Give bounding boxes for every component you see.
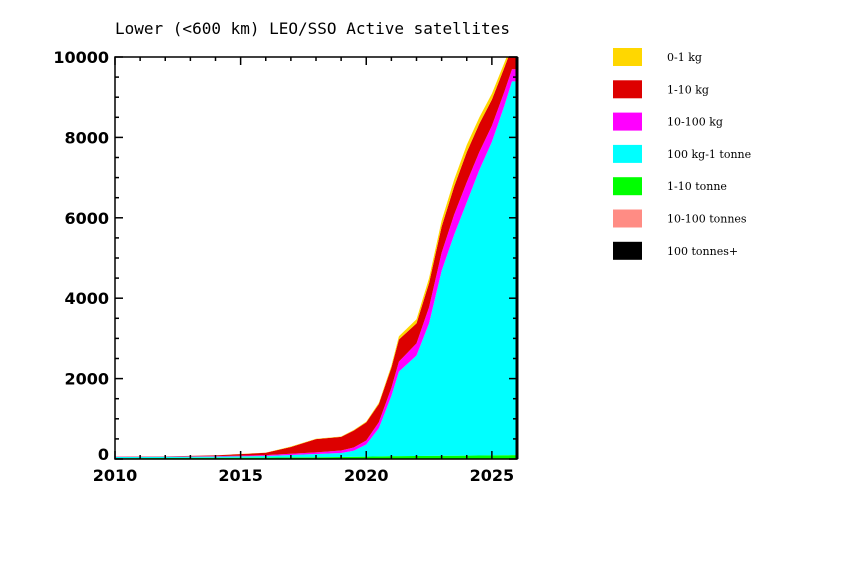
legend-swatch: [613, 48, 642, 66]
legend-swatch: [613, 112, 642, 131]
legend-swatch: [613, 241, 642, 260]
legend-label: 100 tonnes+: [667, 245, 738, 258]
area-100-kg-1-tonne: [115, 81, 517, 459]
y-tick-label: 8000: [64, 128, 109, 147]
legend-label: 1-10 kg: [667, 83, 709, 96]
legend-swatch: [613, 209, 642, 228]
legend: 0-1 kg 1-10 kg 10-100 kg 100 kg-1 tonne 1-10…: [613, 48, 751, 260]
legend-label: 100 kg-1 tonne: [667, 148, 751, 161]
legend-swatch: [613, 144, 642, 163]
x-tick-label: 2015: [218, 466, 263, 485]
y-tick-label: 0: [98, 445, 109, 464]
x-tick-label: 2025: [470, 466, 515, 485]
legend-label: 0-1 kg: [667, 51, 702, 64]
chart-title: Lower (<600 km) LEO/SSO Active satellite…: [115, 19, 510, 38]
y-tick-label: 10000: [53, 48, 109, 67]
plot-area: [115, 57, 517, 459]
axes: 2010 2015 2020 2025 0 2000 4000 6000 8000 10000: [53, 48, 519, 485]
legend-swatch: [613, 177, 642, 196]
x-tick-label: 2010: [93, 466, 138, 485]
y-tick-label: 4000: [64, 289, 109, 308]
x-tick-label: 2020: [344, 466, 389, 485]
y-tick-label: 6000: [64, 209, 109, 228]
legend-swatch: [613, 80, 642, 99]
area-1-10-kg: [115, 57, 517, 457]
legend-label: 10-100 tonnes: [667, 213, 747, 226]
y-tick-label: 2000: [64, 370, 109, 389]
legend-label: 1-10 tonne: [667, 180, 727, 193]
legend-label: 10-100 kg: [667, 116, 723, 129]
